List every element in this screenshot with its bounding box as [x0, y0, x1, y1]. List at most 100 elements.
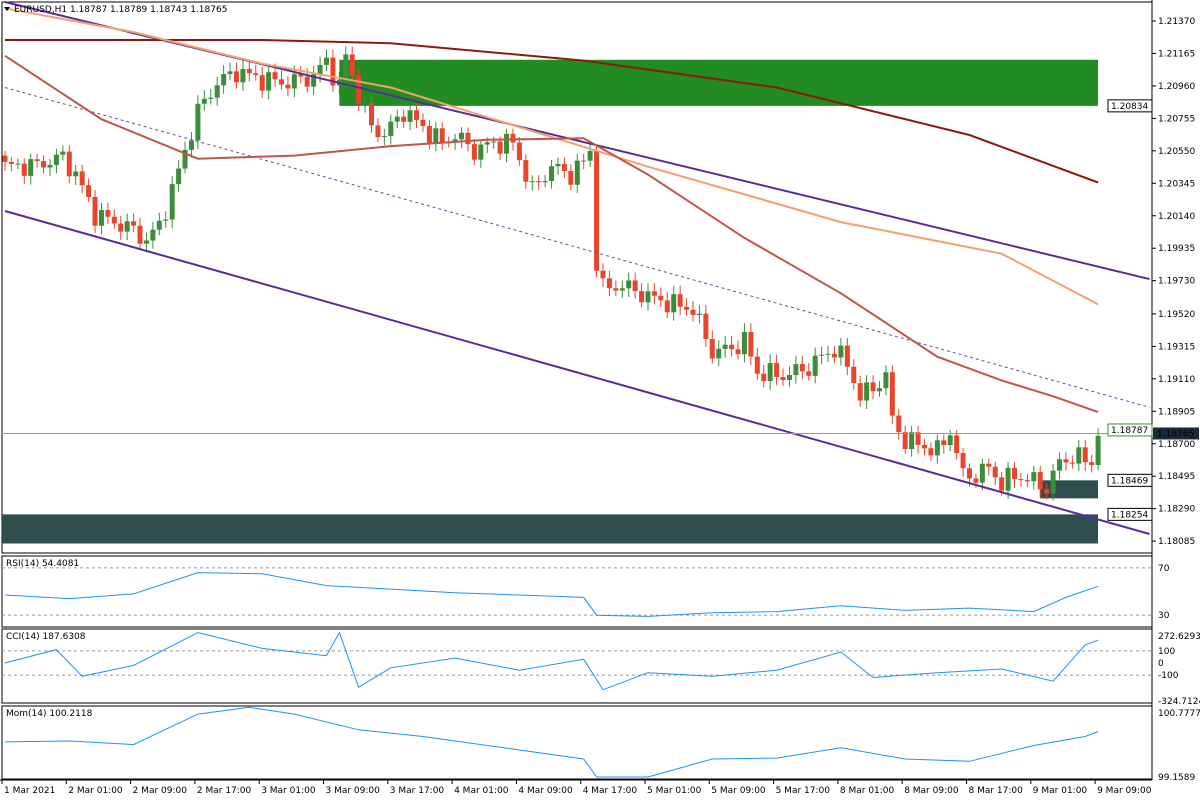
price-tick-label: 1.19730	[1158, 277, 1195, 287]
channel-mid-line	[4, 87, 1150, 408]
candle-body	[632, 280, 638, 292]
candle-body	[967, 468, 972, 479]
candle-body	[934, 440, 940, 456]
candle-body	[426, 126, 432, 143]
rsi-line	[4, 572, 1099, 617]
price-tick-label: 1.20140	[1158, 212, 1195, 222]
candle-body	[311, 74, 317, 87]
candle-body	[568, 170, 574, 185]
candle-body	[735, 349, 741, 355]
time-tick-label: 5 Mar 17:00	[776, 786, 831, 796]
candle-body	[767, 363, 773, 382]
candle-body	[703, 313, 709, 339]
time-tick-label: 3 Mar 09:00	[326, 786, 381, 796]
candle-body	[227, 71, 233, 74]
cci-tick-label: 100	[1158, 647, 1175, 657]
candle-body	[369, 102, 375, 126]
candle-body	[741, 331, 747, 355]
price-tick-label: 1.18085	[1158, 537, 1195, 547]
candle-body	[709, 338, 715, 359]
candle-body	[806, 371, 812, 376]
candle-body	[1044, 489, 1050, 494]
price-marker-label: 1.18254	[1111, 510, 1148, 520]
candle-body	[941, 440, 947, 446]
cci-title: CCI(14) 187.6308	[6, 632, 86, 642]
candle-body	[664, 300, 670, 313]
candle-body	[812, 355, 818, 376]
candle-body	[433, 128, 439, 143]
candle-body	[909, 432, 915, 450]
candle-body	[574, 160, 580, 185]
candle-body	[439, 128, 445, 143]
candle-body	[124, 221, 130, 232]
candle-body	[645, 291, 651, 303]
candle-body	[677, 294, 683, 307]
candle-body	[343, 54, 349, 80]
candle-body	[819, 354, 825, 356]
candle-body	[658, 295, 664, 301]
price-zone-3	[2, 514, 1098, 544]
candle-body	[1005, 467, 1011, 491]
time-tick-label: 8 Mar 01:00	[840, 786, 895, 796]
price-marker-box	[1107, 473, 1153, 487]
price-tick-label: 1.18290	[1158, 505, 1195, 515]
candle-body	[999, 477, 1005, 491]
candle-body	[774, 363, 780, 378]
time-tick-label: 4 Mar 17:00	[583, 786, 638, 796]
price-tick-label: 1.19520	[1158, 310, 1195, 320]
candle-body	[465, 132, 471, 145]
candle-body	[478, 144, 484, 160]
candle-body	[272, 72, 278, 80]
candle-body	[587, 151, 593, 161]
candle-body	[484, 142, 490, 145]
candle-body	[754, 356, 760, 374]
cci-tick-label: -100	[1158, 671, 1179, 681]
candle-body	[851, 366, 857, 384]
moving-average-slow	[5, 39, 1099, 184]
price-tick-label: 1.20550	[1158, 147, 1195, 157]
price-marker-label: 1.20834	[1111, 102, 1148, 112]
candle-body	[516, 142, 522, 161]
candle-body	[163, 219, 169, 221]
price-marker-label: 1.18469	[1111, 476, 1148, 486]
candle-body	[253, 73, 259, 76]
candle-body	[362, 102, 368, 104]
candle-body	[86, 185, 92, 197]
candle-body	[870, 382, 876, 392]
current-price-tag	[1153, 427, 1199, 440]
menu-triangle-icon[interactable]	[4, 7, 10, 11]
candle-body	[960, 453, 966, 469]
candle-body	[60, 151, 66, 155]
candle-body	[799, 364, 805, 372]
candle-body	[639, 291, 645, 303]
candle-body	[266, 72, 272, 91]
price-tick-label: 1.18905	[1158, 407, 1195, 417]
momentum-tick-label: 100.7777	[1158, 709, 1200, 719]
time-tick-label: 3 Mar 17:00	[390, 786, 445, 796]
candle-body	[131, 221, 137, 226]
candle-body	[921, 444, 927, 449]
candle-body	[549, 166, 555, 182]
candle-body	[902, 432, 908, 450]
candle-body	[246, 68, 252, 74]
candle-body	[356, 75, 362, 104]
price-tick-label: 1.21370	[1158, 17, 1195, 27]
candle-body	[66, 151, 72, 177]
candle-body	[1031, 472, 1037, 482]
candle-body	[928, 448, 934, 456]
candle-body	[182, 149, 188, 169]
time-tick-label: 4 Mar 09:00	[518, 786, 573, 796]
time-tick-label: 9 Mar 09:00	[1097, 786, 1152, 796]
candle-body	[278, 79, 284, 85]
candle-body	[979, 463, 985, 483]
time-tick-label: 9 Mar 01:00	[1033, 786, 1088, 796]
candle-body	[780, 377, 786, 381]
time-tick-label: 2 Mar 09:00	[133, 786, 188, 796]
candle-body	[459, 132, 465, 140]
candle-body	[831, 353, 837, 358]
candle-body	[761, 373, 767, 382]
candle-body	[92, 196, 98, 226]
candle-body	[111, 216, 117, 224]
time-tick-label: 5 Mar 09:00	[711, 786, 766, 796]
